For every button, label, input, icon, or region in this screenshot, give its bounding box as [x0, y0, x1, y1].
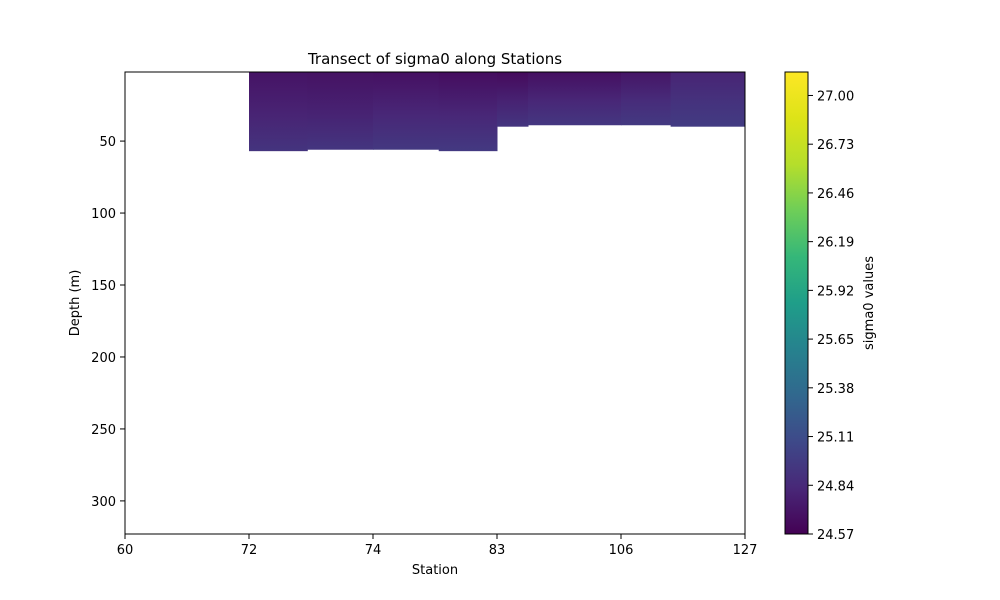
heatmap-column	[373, 72, 440, 150]
y-tick-label: 150	[91, 279, 116, 294]
colorbar-tick-label: 25.92	[817, 284, 854, 299]
colorbar-tick-label: 24.84	[817, 479, 854, 494]
heatmap-column	[249, 72, 308, 152]
colorbar-tick-label: 26.73	[817, 138, 854, 153]
colorbar-ticks: 24.57 24.84 25.11 25.38 25.65 25.92 26.19 26.46…	[808, 89, 854, 543]
heatmap-column	[438, 72, 498, 152]
heatmap-column	[670, 72, 746, 127]
colorbar-tick-label: 27.00	[817, 89, 854, 104]
x-tick-label: 83	[489, 543, 506, 558]
heatmap-column	[497, 72, 529, 127]
x-tick-label: 74	[365, 543, 382, 558]
y-axis-label: Depth (m)	[68, 270, 83, 337]
chart-title: Transect of sigma0 along Stations	[307, 50, 562, 68]
x-tick-label: 72	[241, 543, 258, 558]
y-tick-label: 300	[91, 495, 116, 510]
plot-frame	[124, 71, 746, 535]
x-axis-label: Station	[412, 563, 458, 578]
colorbar-tick-label: 24.57	[817, 528, 854, 543]
colorbar-label: sigma0 values	[862, 256, 877, 350]
heatmap-column	[307, 72, 374, 150]
x-tick-label: 106	[609, 543, 634, 558]
colorbar	[784, 71, 809, 535]
heatmap-column	[621, 72, 672, 126]
y-axis: 50 100 150 200 250 300	[91, 135, 125, 510]
colorbar-tick-label: 26.46	[817, 187, 854, 202]
colorbar-tick-label: 26.19	[817, 236, 854, 251]
x-tick-label: 127	[733, 543, 758, 558]
colorbar-tick-label: 25.65	[817, 333, 854, 348]
x-tick-label: 60	[117, 543, 134, 558]
y-tick-label: 100	[91, 207, 116, 222]
colorbar-tick-label: 25.38	[817, 382, 854, 397]
x-axis: 60 72 74 83 106 127	[117, 534, 758, 558]
heatmap-cells	[249, 72, 746, 152]
colorbar-tick-label: 25.11	[817, 431, 854, 446]
y-tick-label: 50	[99, 135, 116, 150]
heatmap-column	[528, 72, 622, 126]
y-tick-label: 200	[91, 351, 116, 366]
y-tick-label: 250	[91, 423, 116, 438]
